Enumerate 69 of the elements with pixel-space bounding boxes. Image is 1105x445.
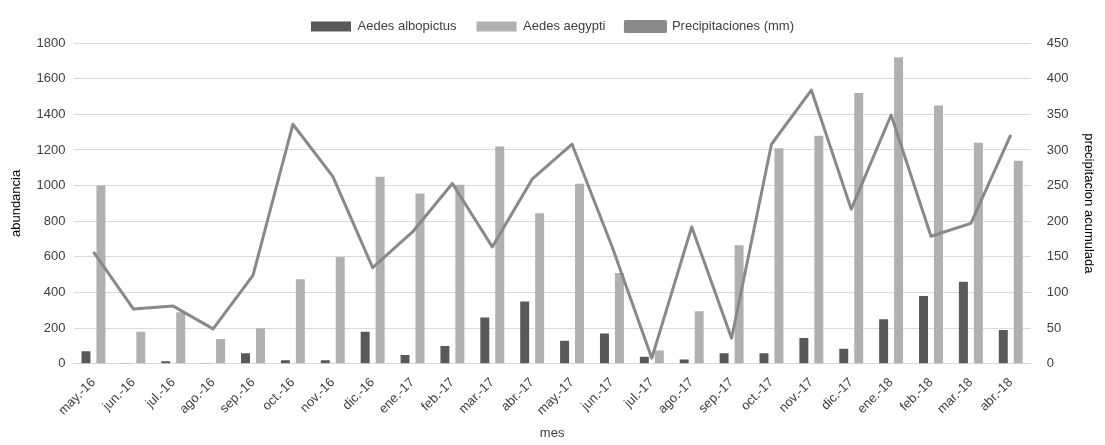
bar xyxy=(375,176,385,364)
y2-tick-label: 350 xyxy=(1046,105,1069,121)
bar xyxy=(520,301,530,364)
bar xyxy=(360,331,370,364)
bar xyxy=(719,353,729,364)
y-tick-label: 400 xyxy=(43,284,66,300)
bar xyxy=(599,333,609,364)
bar xyxy=(958,281,968,364)
bar xyxy=(575,183,585,364)
y2-tick-label: 0 xyxy=(1046,355,1054,371)
y2-axis-title: precipitacion acumulada xyxy=(1081,133,1097,275)
y-tick-label: 1200 xyxy=(36,141,66,157)
y-tick-label: 1400 xyxy=(36,105,66,121)
y2-tick-label: 250 xyxy=(1046,177,1069,193)
bar xyxy=(919,296,929,364)
bar xyxy=(694,311,704,364)
bar xyxy=(933,105,943,364)
x-axis-title: mes xyxy=(539,424,565,440)
y2-tick-label: 50 xyxy=(1046,319,1062,335)
y2-tick-label: 150 xyxy=(1046,248,1069,264)
bar xyxy=(295,279,305,364)
y-tick-label: 800 xyxy=(43,212,66,228)
bar xyxy=(614,272,624,364)
legend-label: Precipitaciones (mm) xyxy=(671,18,794,34)
bar xyxy=(495,146,505,364)
y2-tick-label: 400 xyxy=(1046,70,1069,86)
bar xyxy=(455,184,465,364)
bar xyxy=(176,312,186,364)
legend-label: Aedes albopictus xyxy=(357,18,458,34)
bar xyxy=(894,57,904,364)
y-tick-label: 1800 xyxy=(36,34,66,50)
y2-tick-label: 450 xyxy=(1046,34,1069,50)
bar xyxy=(400,354,410,364)
y-tick-label: 0 xyxy=(58,355,66,371)
legend-label: Aedes aegypti xyxy=(523,18,606,34)
bar xyxy=(335,256,345,364)
y2-tick-label: 300 xyxy=(1046,141,1069,157)
bar xyxy=(480,317,490,364)
bar xyxy=(96,185,106,364)
bar xyxy=(679,359,689,364)
y-tick-label: 1600 xyxy=(36,70,66,86)
bar xyxy=(560,340,570,364)
bar xyxy=(161,361,171,364)
bar xyxy=(839,348,849,364)
y-tick-label: 200 xyxy=(43,319,66,335)
bar xyxy=(973,142,983,364)
y-axis-title: abundancia xyxy=(8,169,24,238)
bar xyxy=(136,331,146,364)
bar xyxy=(879,319,889,364)
bar xyxy=(998,329,1008,364)
bar xyxy=(535,213,545,364)
bar xyxy=(255,328,265,364)
bar xyxy=(280,360,290,364)
bar xyxy=(854,92,864,364)
bar xyxy=(639,356,649,364)
bar xyxy=(320,360,330,364)
y2-tick-label: 100 xyxy=(1046,284,1069,300)
bar xyxy=(774,148,784,364)
bar xyxy=(1013,160,1023,364)
bar xyxy=(799,338,809,364)
bar xyxy=(654,350,664,364)
bar xyxy=(81,351,91,364)
y-tick-label: 1000 xyxy=(36,177,66,193)
bar xyxy=(814,135,824,364)
bar xyxy=(216,338,226,364)
bar xyxy=(440,346,450,364)
bar xyxy=(241,353,250,364)
y2-tick-label: 200 xyxy=(1046,212,1069,228)
y-tick-label: 600 xyxy=(43,248,66,264)
